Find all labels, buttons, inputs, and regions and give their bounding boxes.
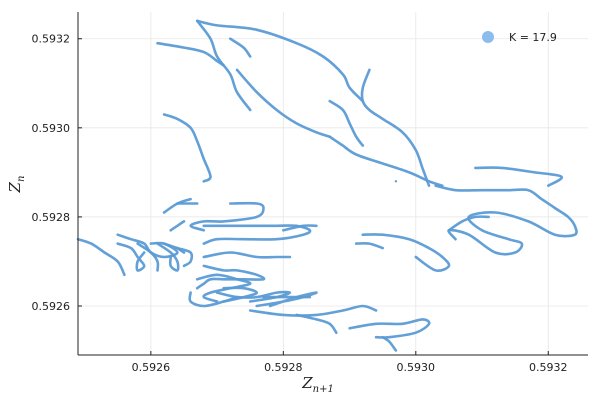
series-curve xyxy=(202,224,312,245)
series-curve xyxy=(381,335,398,352)
y-tick-label: 0.5930 xyxy=(32,122,71,135)
x-tick-label: 0.5932 xyxy=(529,361,568,374)
x-axis-label: Zn+1 xyxy=(301,374,334,395)
series-curve xyxy=(248,304,378,317)
series-curve xyxy=(162,242,194,268)
series-curve xyxy=(116,242,146,272)
series-curve xyxy=(195,19,365,103)
y-tick-label: 0.5926 xyxy=(32,300,71,313)
series-curve xyxy=(195,273,252,303)
data-point xyxy=(394,180,398,183)
grid xyxy=(78,12,588,355)
series-curve xyxy=(474,166,563,187)
series-curve xyxy=(162,113,212,183)
y-axis-label-main: Z xyxy=(6,181,24,193)
series-curve xyxy=(361,233,451,272)
series-curve xyxy=(434,184,578,256)
series-curve xyxy=(282,224,318,232)
x-ticks: 0.5926 0.5928 0.5930 0.5932 xyxy=(132,351,568,374)
series-curve xyxy=(328,135,444,187)
x-axis-label-main: Z xyxy=(301,374,313,392)
series-curve xyxy=(156,41,225,67)
y-tick-label: 0.5928 xyxy=(32,211,71,224)
x-tick-label: 0.5926 xyxy=(132,361,171,374)
series-curve xyxy=(447,215,490,232)
legend-marker xyxy=(482,31,494,43)
series-curve xyxy=(202,251,292,259)
series-curve xyxy=(188,291,239,308)
series-curve xyxy=(360,68,431,187)
plot-area xyxy=(76,19,578,352)
series-curve xyxy=(222,286,259,303)
series-curve xyxy=(169,220,186,232)
series-curve xyxy=(176,246,186,254)
series-curve xyxy=(195,264,266,290)
y-ticks: 0.5926 0.5928 0.5930 0.5932 xyxy=(32,33,82,313)
y-axis-label: Zn xyxy=(6,176,27,194)
legend-label: K = 17.9 xyxy=(509,31,557,44)
series-curve xyxy=(235,68,331,138)
y-axis-label-sub: n xyxy=(16,176,27,182)
series-curve xyxy=(136,242,160,272)
series-curve xyxy=(348,318,431,339)
series-curve xyxy=(354,241,384,250)
axes xyxy=(77,12,588,356)
series-curve xyxy=(229,37,252,58)
legend: K = 17.9 xyxy=(482,31,557,44)
series-curve xyxy=(295,313,338,334)
series-curve xyxy=(189,201,265,232)
y-tick-label: 0.5932 xyxy=(32,33,71,46)
x-axis-label-sub: n+1 xyxy=(313,384,334,395)
x-tick-label: 0.5928 xyxy=(264,361,303,374)
series-curve xyxy=(156,242,180,272)
x-tick-label: 0.5930 xyxy=(397,361,436,374)
series-curve xyxy=(328,99,365,147)
series-curve xyxy=(76,237,126,277)
